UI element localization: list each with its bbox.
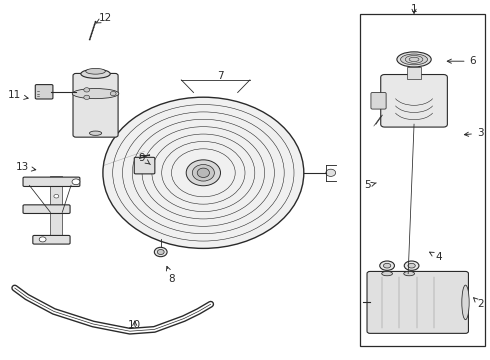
Text: 5: 5 <box>364 180 376 190</box>
Ellipse shape <box>382 271 392 276</box>
FancyBboxPatch shape <box>73 73 118 137</box>
Ellipse shape <box>197 168 210 177</box>
Ellipse shape <box>81 69 110 78</box>
Ellipse shape <box>380 261 394 270</box>
Ellipse shape <box>192 165 215 181</box>
Bar <box>50 176 62 243</box>
Circle shape <box>326 169 336 176</box>
Ellipse shape <box>186 160 220 186</box>
Text: 12: 12 <box>96 13 112 23</box>
Text: 8: 8 <box>167 266 175 284</box>
FancyBboxPatch shape <box>33 235 70 244</box>
FancyBboxPatch shape <box>371 93 386 109</box>
Circle shape <box>54 194 59 198</box>
Ellipse shape <box>462 285 469 320</box>
Ellipse shape <box>384 264 391 268</box>
Ellipse shape <box>404 271 415 276</box>
Ellipse shape <box>86 68 105 74</box>
FancyBboxPatch shape <box>35 85 53 99</box>
Text: 9: 9 <box>139 153 150 165</box>
Ellipse shape <box>73 89 119 99</box>
Text: 3: 3 <box>465 128 484 138</box>
Text: 1: 1 <box>411 4 417 14</box>
FancyBboxPatch shape <box>23 177 80 186</box>
FancyBboxPatch shape <box>381 75 447 127</box>
Circle shape <box>72 179 80 185</box>
Text: 6: 6 <box>447 56 476 66</box>
Ellipse shape <box>157 249 164 255</box>
Circle shape <box>39 237 46 242</box>
FancyBboxPatch shape <box>134 157 155 174</box>
Text: 7: 7 <box>217 71 224 81</box>
Text: 10: 10 <box>128 320 141 330</box>
Ellipse shape <box>103 97 304 248</box>
Text: 2: 2 <box>473 298 484 309</box>
Ellipse shape <box>404 261 419 270</box>
Circle shape <box>84 88 90 92</box>
Ellipse shape <box>89 131 102 135</box>
Bar <box>407 67 421 79</box>
Bar <box>360 14 485 346</box>
FancyBboxPatch shape <box>23 205 70 213</box>
Text: 13: 13 <box>15 162 36 172</box>
Circle shape <box>110 91 116 96</box>
Ellipse shape <box>400 54 427 65</box>
Text: 4: 4 <box>430 252 442 262</box>
Circle shape <box>84 95 90 99</box>
Ellipse shape <box>408 264 416 268</box>
Ellipse shape <box>154 247 167 257</box>
FancyBboxPatch shape <box>367 271 468 333</box>
Text: 11: 11 <box>8 90 28 100</box>
Ellipse shape <box>397 52 431 67</box>
